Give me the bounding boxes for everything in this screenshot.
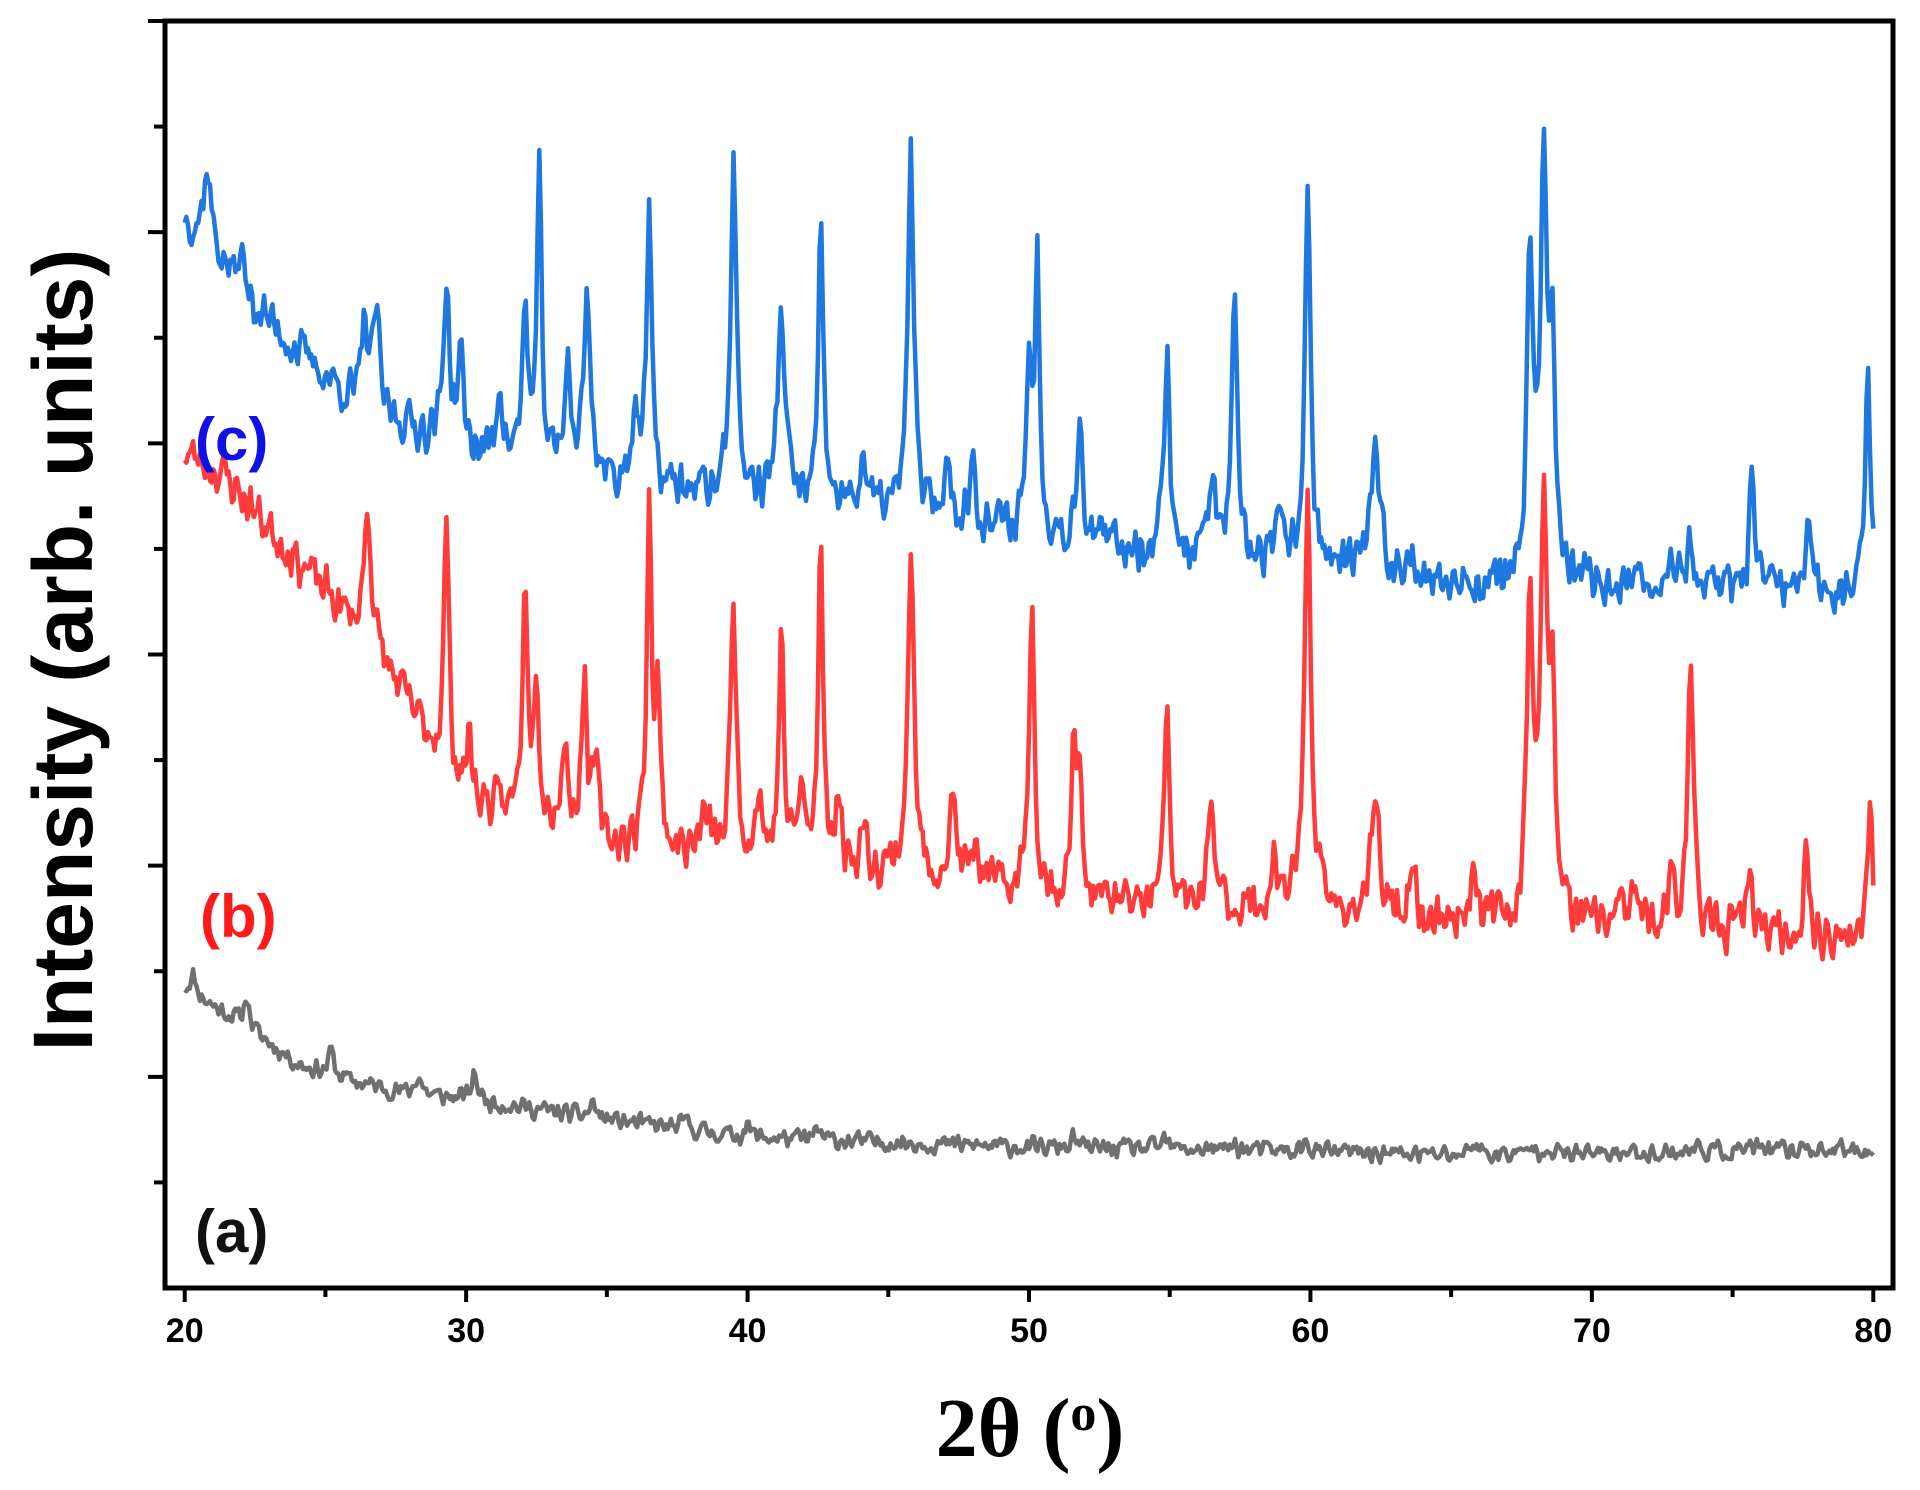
x-axis-title-main: 2θ (	[936, 1382, 1071, 1475]
series-line-c	[182, 126, 1876, 615]
x-tick-label: 50	[1010, 1312, 1048, 1350]
x-axis-title-close: )	[1096, 1382, 1124, 1475]
x-tick-label: 80	[1854, 1312, 1892, 1350]
x-tick-label: 30	[447, 1312, 485, 1350]
series-label-b: (b)	[200, 883, 277, 950]
series-line-b	[182, 438, 1876, 962]
y-axis-ticks	[148, 19, 165, 1185]
series-label-c: (c)	[195, 406, 268, 473]
series-label-a: (a)	[195, 1198, 268, 1265]
x-tick-label: 60	[1292, 1312, 1330, 1350]
x-tick-label: 40	[729, 1312, 767, 1350]
series-layer	[182, 126, 1876, 1166]
x-tick-label: 70	[1573, 1312, 1611, 1350]
x-axis-title: 2θ (o)	[936, 1382, 1125, 1475]
x-axis-ticks: 20 30 40 50 60 70 80	[166, 1288, 1892, 1350]
x-axis-title-superscript: o	[1070, 1385, 1096, 1442]
y-axis-title: Intensity (arb. units)	[16, 249, 110, 1052]
x-tick-label: 20	[166, 1312, 204, 1350]
series-line-a	[183, 966, 1875, 1166]
